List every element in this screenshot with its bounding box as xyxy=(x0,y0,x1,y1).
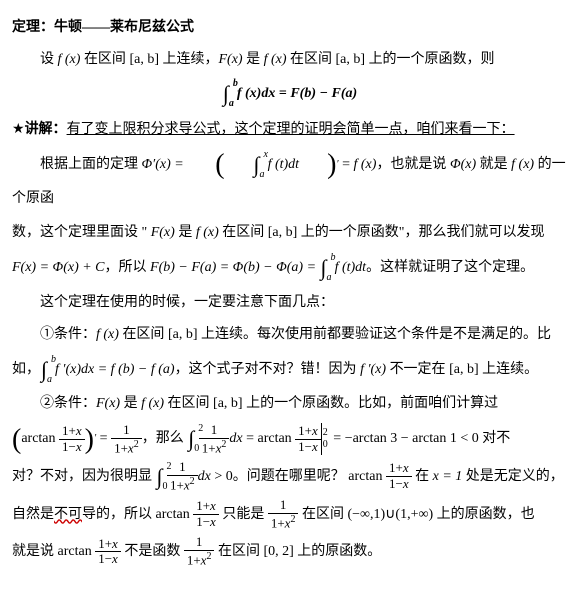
ab: [a, b] xyxy=(129,52,159,67)
t: 不是函数 xyxy=(121,544,184,559)
t: 上连续。 xyxy=(479,362,539,377)
fx: f (x) xyxy=(141,396,164,411)
fx: f (x) xyxy=(58,52,81,67)
t: 设 xyxy=(40,52,58,67)
theorem-heading: 定理：牛顿——莱布尼兹公式 xyxy=(12,14,567,42)
Fx: F(x) xyxy=(96,396,120,411)
integral-icon: ∫ab xyxy=(41,359,47,381)
t: 。这样就证明了这个定理。 xyxy=(366,260,534,275)
t: 是 xyxy=(243,52,264,67)
formula-main: ∫ab f (x)dx = F(b) − F(a) xyxy=(12,80,567,108)
t: 对？不对，因为很明显 xyxy=(12,469,156,484)
cond2-c: 对？不对，因为很明显 ∫02 11+x2dx > 0。问题在哪里呢？ arcta… xyxy=(12,460,567,494)
ab: [a, b] xyxy=(268,225,298,240)
ab: [a, b] xyxy=(449,362,479,377)
cond1-a: ①条件：f (x) 在区间 [a, b] 上连续。每次使用前都要验证这个条件是不… xyxy=(12,321,567,349)
x1: x = 1 xyxy=(433,469,463,484)
t: 对不 xyxy=(479,431,511,446)
integral-icon: ∫ax xyxy=(226,154,260,176)
cond2-a: ②条件：F(x) 是 f (x) 在区间 [a, b] 上的一个原函数。比如，前… xyxy=(12,390,567,418)
t: 在区间 xyxy=(298,507,347,522)
integral-icon: ∫ab xyxy=(223,83,229,105)
cond2-d: 自然是不可导的，所以 arctan 1+x1−x 只能是 11+x2 在区间 (… xyxy=(12,498,567,532)
t: 上的原函数，也 xyxy=(433,507,535,522)
t: 数，这个定理里面设 " xyxy=(12,225,151,240)
integral-icon: ∫02 xyxy=(188,428,194,450)
ab: [a, b] xyxy=(168,327,198,342)
t: ，那么 xyxy=(142,431,188,446)
t: 只能是 xyxy=(219,507,268,522)
t: 不一定在 xyxy=(386,362,449,377)
eval-bar-icon: 20 xyxy=(321,423,322,455)
t: ②条件： xyxy=(40,396,96,411)
fx: f (x) xyxy=(511,157,534,172)
t: ①条件： xyxy=(40,327,96,342)
t: 。问题在哪里呢？ xyxy=(233,469,349,484)
t: 处是无定义的， xyxy=(462,469,564,484)
fx: f (x) xyxy=(96,327,119,342)
Fx: F(x) xyxy=(151,225,175,240)
t: 上的一个原函数，则 xyxy=(365,52,495,67)
lecture-p1: ★讲解：有了变上限积分求导公式，这个定理的证明会简单一点，咱们来看一下： xyxy=(12,114,567,144)
fx: f (x) xyxy=(264,52,287,67)
t: 就是 xyxy=(476,157,511,172)
t: 在区间 xyxy=(164,396,213,411)
t: 上连续。每次使用前都要验证这个条件是不是满足的。比 xyxy=(197,327,551,342)
int02: [0, 2] xyxy=(263,544,293,559)
cond2-e: 就是说 arctan 1+x1−x 不是函数 11+x2 在区间 [0, 2] … xyxy=(12,535,567,569)
fpx: f ′(x) xyxy=(360,362,386,377)
t: 上的原函数。 xyxy=(294,544,382,559)
note-p5: 这个定理在使用的时候，一定要注意下面几点： xyxy=(12,289,567,317)
t: 在区间 xyxy=(219,225,268,240)
t: ，所以 xyxy=(105,260,151,275)
star-icon: ★ xyxy=(12,120,25,136)
t: 在 xyxy=(412,469,433,484)
t: 就是说 xyxy=(12,544,58,559)
cond2-b: (arctan 1+x1−x)′ = 11+x2，那么 ∫02 11+x2dx … xyxy=(12,422,567,456)
proof-p2: 根据上面的定理 Φ′(x) = (∫ax f (t)dt)′ = f (x)，也… xyxy=(12,148,567,215)
lecture-head: 讲解： xyxy=(25,122,67,137)
Fx: F(x) xyxy=(218,52,242,67)
theorem-line1: 设 f (x) 在区间 [a, b] 上连续，F(x) 是 f (x) 在区间 … xyxy=(12,46,567,74)
ab: [a, b] xyxy=(213,396,243,411)
inf-interval: (−∞,1)∪(1,+∞) xyxy=(347,507,433,522)
proof-p3: 数，这个定理里面设 " F(x) 是 f (x) 在区间 [a, b] 上的一个… xyxy=(12,219,567,247)
integral-icon: ∫ab xyxy=(321,257,327,279)
cond1-b: 如，∫ab f ′(x)dx = f (b) − f (a)，这个式子对不对？错… xyxy=(12,353,567,387)
t: 在区间 xyxy=(119,327,168,342)
t: 是 xyxy=(120,396,141,411)
t: 上连续， xyxy=(159,52,219,67)
t: ，也就是说 xyxy=(376,157,450,172)
integral-icon: ∫02 xyxy=(157,466,163,488)
t: 在区间 xyxy=(214,544,263,559)
t: 上的一个原函数。比如，前面咱们计算过 xyxy=(243,396,499,411)
t: 如， xyxy=(12,362,40,377)
t: 导的，所以 xyxy=(82,507,156,522)
t: 在区间 xyxy=(80,52,129,67)
lecture-intro: 有了变上限积分求导公式，这个定理的证明会简单一点，咱们来看一下： xyxy=(67,122,515,137)
theorem-title: 定理：牛顿——莱布尼兹公式 xyxy=(12,20,194,35)
t: 上的一个原函数"，那么我们就可以发现 xyxy=(297,225,544,240)
phix: Φ(x) xyxy=(450,157,476,172)
t: 自然是 xyxy=(12,507,54,522)
proof-p4: F(x) = Φ(x) + C，所以 F(b) − F(a) = Φ(b) − … xyxy=(12,251,567,285)
ab: [a, b] xyxy=(336,52,366,67)
t: 在区间 xyxy=(287,52,336,67)
fx: f (x) xyxy=(196,225,219,240)
t: 是 xyxy=(175,225,196,240)
t: 根据上面的定理 xyxy=(40,157,142,172)
wavy-text: 不可 xyxy=(54,507,82,522)
t: ，这个式子对不对？错！因为 xyxy=(175,362,361,377)
